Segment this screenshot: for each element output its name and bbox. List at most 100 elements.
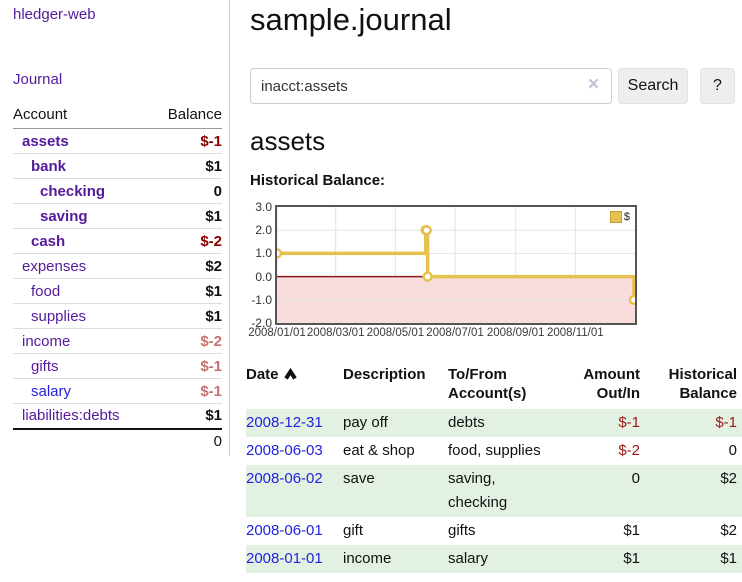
account-link-salary[interactable]: salary [31, 382, 72, 400]
account-row: expenses $2 [13, 253, 222, 279]
transaction-date-link[interactable]: 2008-06-02 [246, 470, 323, 487]
account-row: income $-2 [13, 328, 222, 354]
transaction-description: eat & shop [343, 442, 415, 459]
balance-chart-plot: $ 3.0 2.0 1.0 0.0 -1.0 -2.0 2008/01/01 2008/03… [248, 200, 637, 339]
account-balance: $-1 [151, 353, 222, 379]
accounts-table: Account Balance assets $-1 bank $1 check… [13, 103, 222, 454]
account-balance: $-2 [151, 228, 222, 254]
y-axis-tick: 1.0 [255, 246, 272, 261]
sidebar-item-journal[interactable]: Journal [13, 71, 63, 88]
account-link-assets[interactable]: assets [22, 132, 69, 150]
search-form: × Search ? [250, 68, 742, 104]
account-link-checking[interactable]: checking [40, 182, 106, 200]
y-axis-tick: 0.0 [255, 269, 272, 284]
search-button[interactable]: Search [618, 68, 688, 104]
chart-title: Historical Balance: [250, 172, 386, 189]
sort-ascending-icon [283, 366, 298, 385]
account-link-income[interactable]: income [22, 332, 71, 350]
account-row: food $1 [13, 278, 222, 304]
legend-label: $ [623, 211, 630, 223]
accounts-header-account: Account [13, 103, 152, 129]
transaction-description: gift [343, 522, 364, 539]
transaction-description: save [343, 465, 448, 517]
account-balance: $1 [151, 303, 222, 329]
account-balance: $1 [151, 153, 222, 179]
x-axis-tick: 2008/07/01 [426, 327, 484, 339]
account-balance: $-1 [151, 378, 222, 404]
account-row: checking 0 [13, 178, 222, 204]
chart-canvas [277, 207, 635, 323]
transactions-table: Date Description To/From Account(s) Amou… [246, 363, 742, 573]
transaction-row: 2008-06-03 eat & shop food, supplies $-2… [246, 437, 742, 465]
transaction-historical: $1 [640, 545, 742, 573]
help-button[interactable]: ? [700, 68, 735, 104]
account-row: liabilities:debts $1 [13, 403, 222, 429]
account-row: gifts $-1 [13, 353, 222, 379]
y-axis-tick: -2.0 [251, 316, 272, 330]
account-balance: $1 [151, 403, 222, 429]
account-link-liabilities-debts[interactable]: liabilities:debts [22, 407, 120, 425]
transaction-amount: $-2 [618, 442, 640, 459]
account-row: saving $1 [13, 203, 222, 229]
transaction-historical: $2 [640, 465, 742, 517]
header-historical: Historical Balance [668, 366, 737, 402]
transaction-date-link[interactable]: 2008-06-03 [246, 442, 323, 459]
transaction-historical: $2 [720, 522, 737, 539]
header-date[interactable]: Date [246, 363, 343, 409]
transactions-header-row: Date Description To/From Account(s) Amou… [246, 363, 742, 409]
main-content: sample.journal × Search ? assets Histori… [246, 0, 742, 582]
y-axis-tick: 3.0 [255, 200, 272, 214]
account-balance: 0 [151, 178, 222, 204]
account-link-supplies[interactable]: supplies [31, 307, 87, 325]
account-row: salary $-1 [13, 378, 222, 404]
account-row: bank $1 [13, 153, 222, 179]
clear-search-icon[interactable]: × [588, 74, 600, 95]
chart-y-labels: 3.0 2.0 1.0 0.0 -1.0 -2.0 [240, 200, 272, 330]
accounts-total-value: 0 [151, 427, 222, 454]
sidebar: hledger-web Journal Account Balance asse… [0, 0, 230, 456]
legend-swatch [609, 211, 622, 223]
header-description: Description [343, 366, 426, 383]
transaction-date-link[interactable]: 2008-06-01 [246, 522, 323, 539]
search-input[interactable] [250, 68, 612, 104]
brand-link[interactable]: hledger-web [13, 6, 96, 23]
chart-x-labels: 2008/01/01 2008/03/01 2008/05/01 2008/07/01… [248, 327, 635, 343]
accounts-total-row: 0 [13, 427, 222, 454]
account-balance: $1 [151, 278, 222, 304]
transaction-date-link[interactable]: 2008-01-01 [246, 550, 323, 567]
transaction-row: 2008-06-01 gift gifts $1 $2 [246, 517, 742, 545]
transaction-amount: $1 [575, 545, 640, 573]
account-link-gifts[interactable]: gifts [31, 357, 59, 375]
x-axis-tick: 2008/03/01 [306, 327, 365, 339]
chart-legend: $ [609, 211, 630, 223]
transaction-historical: $-1 [640, 409, 742, 437]
transaction-row: 2008-12-31 pay off debts $-1 $-1 [246, 409, 742, 437]
account-link-expenses[interactable]: expenses [22, 257, 87, 275]
account-heading: assets [250, 126, 326, 156]
transaction-row: 2008-06-02 save saving, checking 0 $2 [246, 465, 742, 517]
transaction-accounts: saving, checking [448, 465, 575, 517]
account-row: supplies $1 [13, 303, 222, 329]
account-link-cash[interactable]: cash [31, 232, 66, 250]
y-axis-tick: 2.0 [255, 223, 272, 238]
x-axis-tick: 2008/05/01 [366, 327, 425, 339]
header-amount: Amount Out/In [583, 366, 640, 402]
account-link-food[interactable]: food [31, 282, 61, 300]
transaction-accounts: gifts [448, 522, 476, 539]
transaction-amount: $-1 [575, 409, 640, 437]
transaction-date-link[interactable]: 2008-12-31 [246, 414, 323, 431]
transaction-accounts: debts [448, 409, 575, 437]
page-title: sample.journal [250, 2, 452, 37]
transaction-description: income [343, 545, 448, 573]
x-axis-tick: 2008/11/01 [546, 327, 604, 339]
account-link-saving[interactable]: saving [40, 207, 88, 225]
y-axis-tick: -1.0 [251, 292, 272, 307]
transaction-accounts: salary [448, 545, 575, 573]
transaction-row: 2008-01-01 income salary $1 $1 [246, 545, 742, 573]
transaction-description: pay off [343, 409, 448, 437]
transaction-amount: 0 [575, 465, 640, 517]
header-accounts: To/From Account(s) [448, 366, 527, 402]
account-link-bank[interactable]: bank [31, 157, 67, 175]
transaction-amount: $1 [623, 522, 640, 539]
